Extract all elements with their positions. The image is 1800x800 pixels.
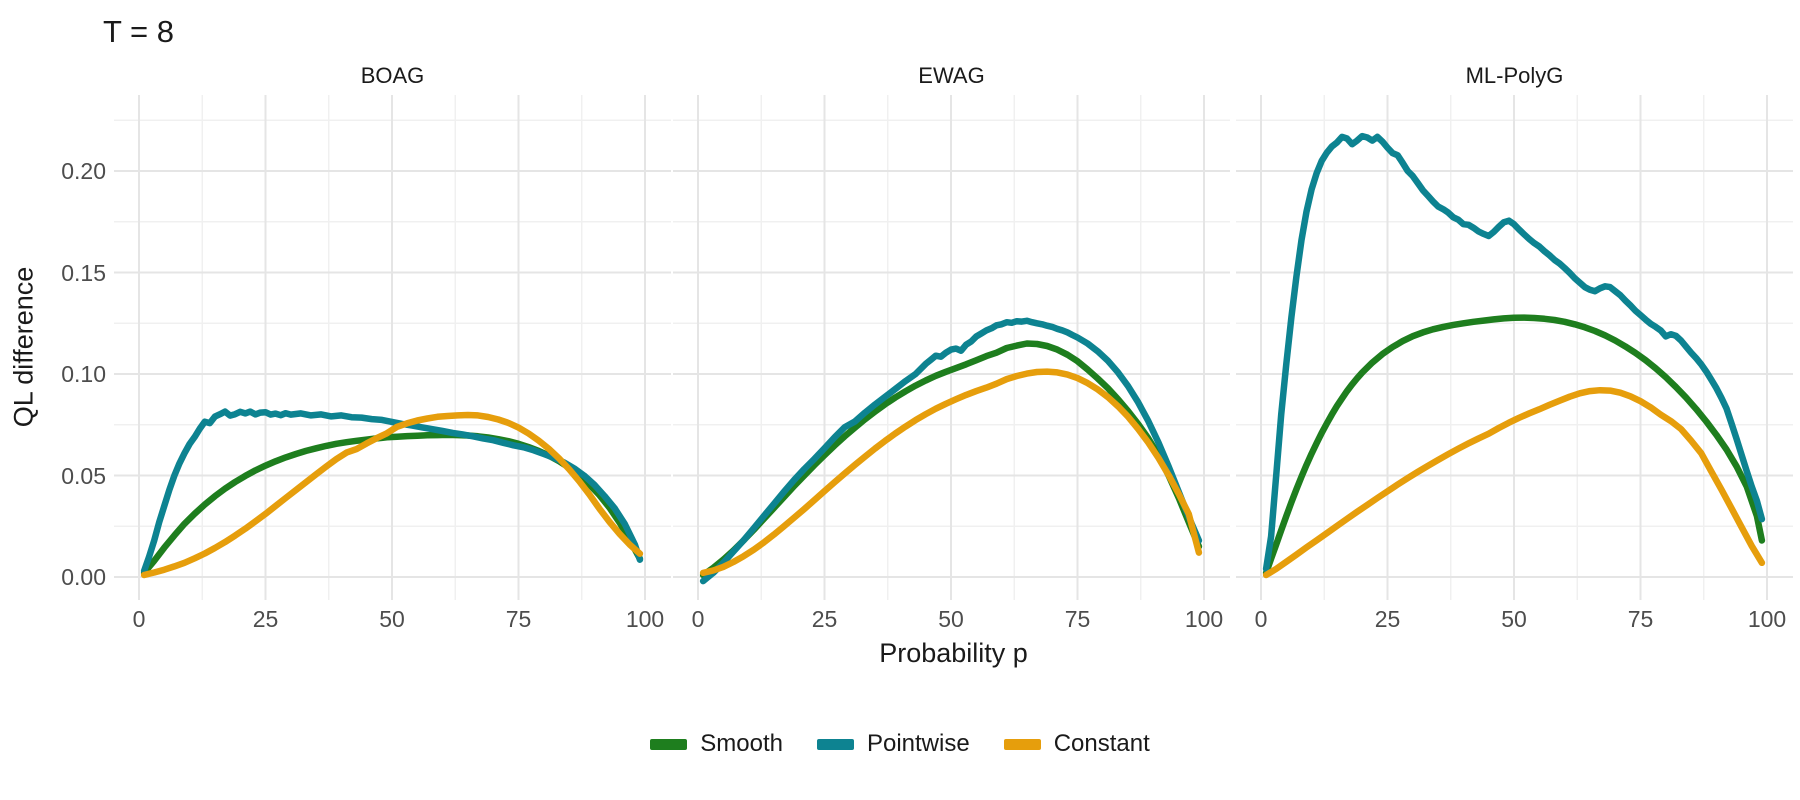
x-tick-label: 75 — [1064, 606, 1091, 632]
facet-strip-ewag: EWAG — [918, 63, 985, 88]
legend-item-constant: Constant — [1003, 730, 1150, 758]
legend-label: Smooth — [700, 730, 783, 757]
curve-boag-pointwise — [140, 408, 644, 575]
pointwise-line-key-icon — [816, 738, 854, 750]
x-tick-label: 100 — [1747, 606, 1787, 632]
x-tick-label: 50 — [938, 606, 964, 632]
x-tick-label: 0 — [1254, 606, 1268, 632]
x-axis-title: Probability p — [879, 638, 1028, 668]
x-tick-label: 25 — [811, 606, 838, 632]
legend-label: Constant — [1053, 730, 1150, 757]
curve-ml-polyg-constant — [1262, 386, 1766, 579]
y-tick-label: 0.05 — [61, 462, 106, 489]
page-title: T = 8 — [103, 14, 174, 49]
y-tick-label: 0.00 — [61, 564, 106, 590]
x-tick-label: 25 — [252, 606, 279, 632]
y-tick-label: 0.10 — [61, 361, 106, 387]
curve-ewag-pointwise — [699, 317, 1203, 585]
curve-ewag-smooth — [699, 340, 1203, 579]
legend-item-smooth: Smooth — [650, 730, 783, 758]
curve-ml-polyg-pointwise — [1262, 132, 1766, 573]
smooth-line-key-icon — [650, 738, 688, 750]
x-tick-label: 50 — [379, 606, 405, 632]
facet-strip-ml-polyg: ML-PolyG — [1465, 63, 1564, 88]
x-tick-label: 50 — [1501, 606, 1527, 632]
x-tick-label: 0 — [132, 606, 146, 632]
x-tick-label: 100 — [1184, 606, 1224, 632]
constant-line-key-icon — [1003, 738, 1041, 750]
y-axis-title: QL difference — [8, 266, 39, 428]
facet-strip-boag: BOAG — [360, 63, 425, 88]
x-tick-label: 0 — [691, 606, 705, 632]
y-tick-label: 0.15 — [61, 259, 106, 286]
legend: Smooth Pointwise Constant — [0, 730, 1800, 758]
x-tick-label: 75 — [505, 606, 532, 632]
legend-label: Pointwise — [866, 730, 970, 757]
x-tick-label: 100 — [625, 606, 665, 632]
curve-ewag-constant — [699, 368, 1203, 577]
x-tick-label: 75 — [1627, 606, 1654, 632]
curve-boag-constant — [140, 411, 644, 579]
legend-item-pointwise: Pointwise — [816, 730, 970, 758]
y-tick-label: 0.20 — [61, 158, 106, 184]
curve-ml-polyg-smooth — [1262, 314, 1766, 577]
x-tick-label: 25 — [1374, 606, 1401, 632]
